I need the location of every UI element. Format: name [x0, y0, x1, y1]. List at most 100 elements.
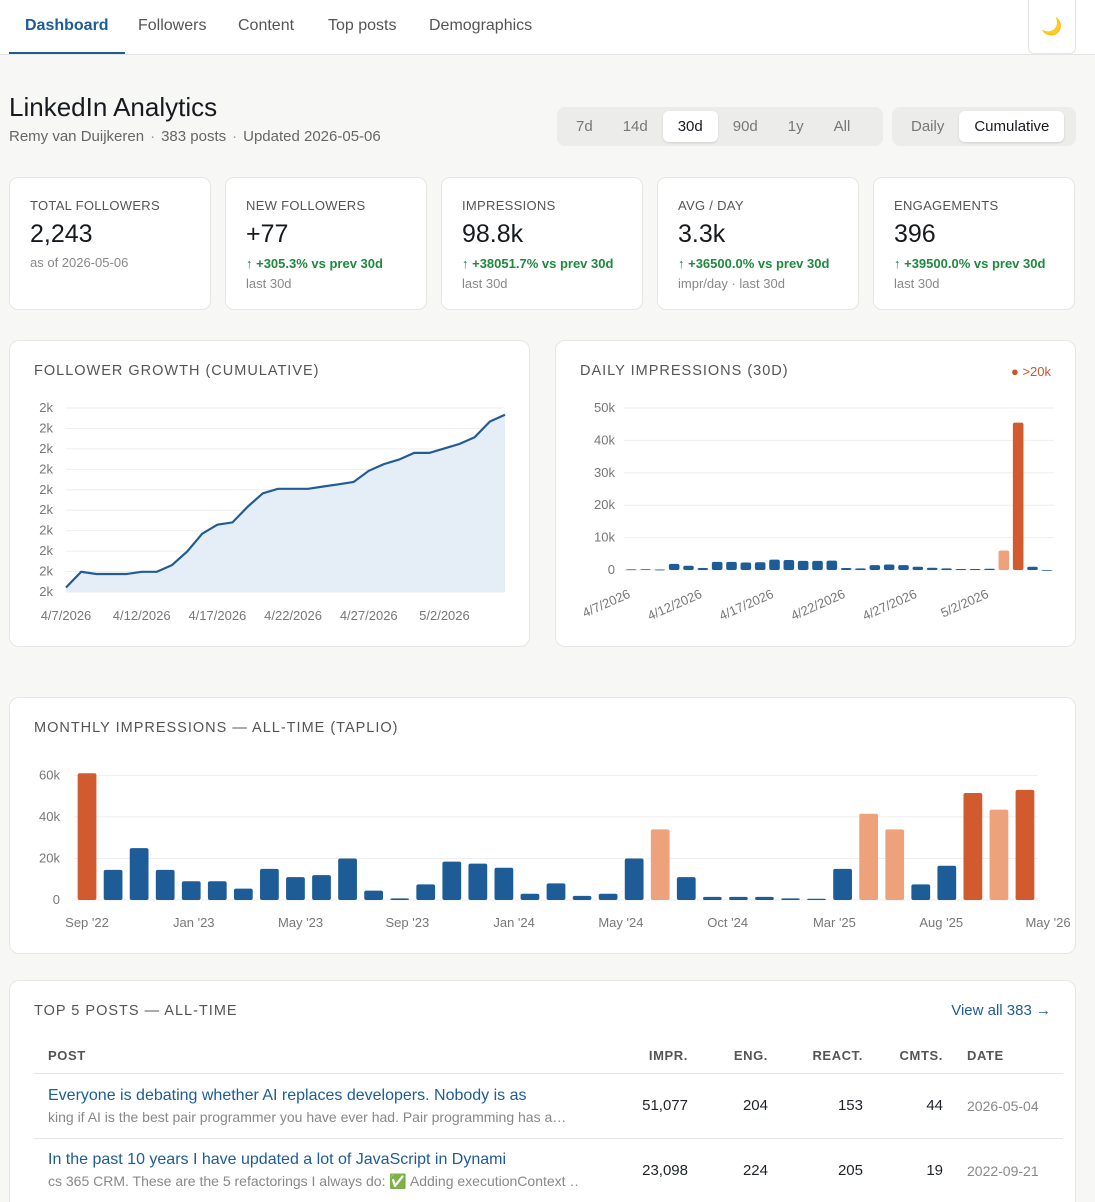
top-posts-card: TOP 5 POSTS — ALL-TIME View all 383 → PO…: [9, 980, 1076, 1202]
col-impr[interactable]: IMPR.: [600, 1039, 700, 1074]
y-tick-label: 2k: [39, 502, 53, 517]
bar: [1012, 422, 1024, 570]
kpi-delta: ↑ +38051.7% vs prev 30d: [462, 256, 614, 271]
y-tick-label: 2k: [39, 482, 53, 497]
top-posts-title: TOP 5 POSTS — ALL-TIME: [34, 1003, 238, 1019]
x-tick-label: Sep '22: [65, 915, 109, 930]
bar: [77, 773, 97, 900]
bar: [833, 868, 852, 900]
kpi-value: +77: [246, 220, 289, 248]
range-7d[interactable]: 7d: [576, 118, 593, 135]
tab-followers[interactable]: Followers: [138, 17, 207, 34]
y-tick-label: 50k: [594, 400, 615, 415]
bar: [598, 893, 618, 900]
kpi-note: impr/day · last 30d: [678, 276, 785, 291]
bar: [103, 869, 123, 900]
bar: [683, 565, 694, 570]
bar: [676, 877, 696, 900]
range-all[interactable]: All: [833, 118, 851, 135]
kpi-note: last 30d: [462, 276, 508, 291]
daily-impressions-card: DAILY IMPRESSIONS (30D) ● >20k 0 10k 20k 30…: [555, 340, 1076, 647]
bar: [442, 861, 462, 900]
y-tick-label: 2k: [39, 420, 53, 435]
bar: [898, 565, 909, 570]
moon-icon[interactable]: 🌙: [1028, 0, 1076, 54]
y-tick-label: 2k: [39, 400, 53, 415]
bar: [955, 569, 967, 570]
x-tick-label: 5/2/2026: [419, 608, 470, 623]
col-date[interactable]: DATE: [955, 1039, 1063, 1074]
series-line: [65, 413, 506, 589]
range-1y[interactable]: 1y: [787, 118, 804, 135]
bar: [807, 898, 826, 900]
react-cell: 205: [780, 1138, 875, 1202]
x-tick-label: Jan '24: [493, 915, 535, 930]
bar: [207, 881, 227, 900]
range-30d[interactable]: 30d: [662, 111, 718, 142]
chart-legend: ● >20k: [1010, 364, 1051, 379]
bar: [754, 562, 766, 570]
top-posts-table: POST IMPR. ENG. REACT. CMTS. DATE Everyo…: [34, 1039, 1063, 1202]
col-cmts[interactable]: CMTS.: [875, 1039, 955, 1074]
y-tick-label: 40k: [39, 809, 60, 824]
y-tick-label: 2k: [39, 461, 53, 476]
kpi-value: 98.8k: [462, 220, 524, 248]
table-header-row: POST IMPR. ENG. REACT. CMTS. DATE: [34, 1039, 1063, 1074]
post-title-link[interactable]: Everyone is debating whether AI replaces…: [48, 1086, 527, 1104]
mode-selector: Daily Cumulative: [892, 107, 1076, 146]
bar: [520, 893, 540, 900]
bar: [998, 550, 1010, 570]
range-90d[interactable]: 90d: [732, 118, 758, 135]
view-all-link[interactable]: View all 383 →: [951, 1002, 1051, 1019]
bar: [826, 560, 838, 570]
impr-cell: 51,077: [600, 1073, 700, 1139]
kpi-note: as of 2026-05-06: [30, 255, 129, 270]
mode-daily[interactable]: Daily: [911, 118, 945, 135]
col-react[interactable]: REACT.: [780, 1039, 875, 1074]
bar: [654, 569, 666, 571]
col-post[interactable]: POST: [34, 1039, 600, 1074]
range-14d[interactable]: 14d: [622, 118, 648, 135]
bar: [984, 568, 995, 570]
mode-cumulative[interactable]: Cumulative: [959, 111, 1065, 142]
date-cell: 2022-09-21: [955, 1138, 1063, 1202]
bar: [260, 868, 279, 900]
bar: [728, 896, 748, 900]
chart-title: FOLLOWER GROWTH (CUMULATIVE): [34, 363, 320, 379]
kpi-note: last 30d: [894, 276, 940, 291]
bar: [155, 869, 175, 900]
table-row[interactable]: In the past 10 years I have updated a lo…: [34, 1138, 1063, 1202]
impr-cell: 23,098: [600, 1138, 700, 1202]
bar: [781, 898, 800, 900]
bar: [812, 560, 823, 570]
area-fill: [66, 414, 505, 592]
post-excerpt: king if AI is the best pair programmer y…: [48, 1108, 567, 1125]
y-tick-label: 0: [53, 892, 60, 907]
y-tick-label: 0: [608, 562, 615, 577]
kpi-impressions: IMPRESSIONS 98.8k ↑ +38051.7% vs prev 30…: [441, 177, 643, 310]
tab-demographics[interactable]: Demographics: [429, 17, 533, 34]
post-cell: Everyone is debating whether AI replaces…: [34, 1073, 600, 1139]
bar: [726, 561, 737, 570]
tab-content[interactable]: Content: [238, 17, 295, 34]
bar: [883, 564, 895, 570]
table-row[interactable]: Everyone is debating whether AI replaces…: [34, 1073, 1063, 1139]
y-tick-label: 2k: [39, 523, 53, 538]
x-tick-label: Oct '24: [707, 915, 748, 930]
bar: [129, 848, 149, 900]
bar: [885, 829, 905, 900]
tab-dashboard[interactable]: Dashboard: [9, 0, 125, 54]
daily-impressions-chart: 0 10k 20k 30k 40k 50k 4/7/2026 4/12/2026 4/17/20…: [580, 400, 1054, 623]
x-tick-label: May '23: [278, 915, 323, 930]
bar: [963, 793, 983, 900]
col-eng[interactable]: ENG.: [700, 1039, 780, 1074]
bar: [697, 568, 709, 570]
bar: [312, 875, 331, 900]
bar: [869, 565, 881, 570]
y-tick-label: 20k: [594, 497, 615, 512]
kpi-label: TOTAL FOLLOWERS: [30, 198, 160, 213]
post-title-link[interactable]: In the past 10 years I have updated a lo…: [48, 1151, 507, 1168]
date-cell: 2026-05-04: [955, 1073, 1063, 1139]
tab-top-posts[interactable]: Top posts: [328, 17, 397, 34]
x-tick-label: May '26: [1025, 915, 1070, 930]
